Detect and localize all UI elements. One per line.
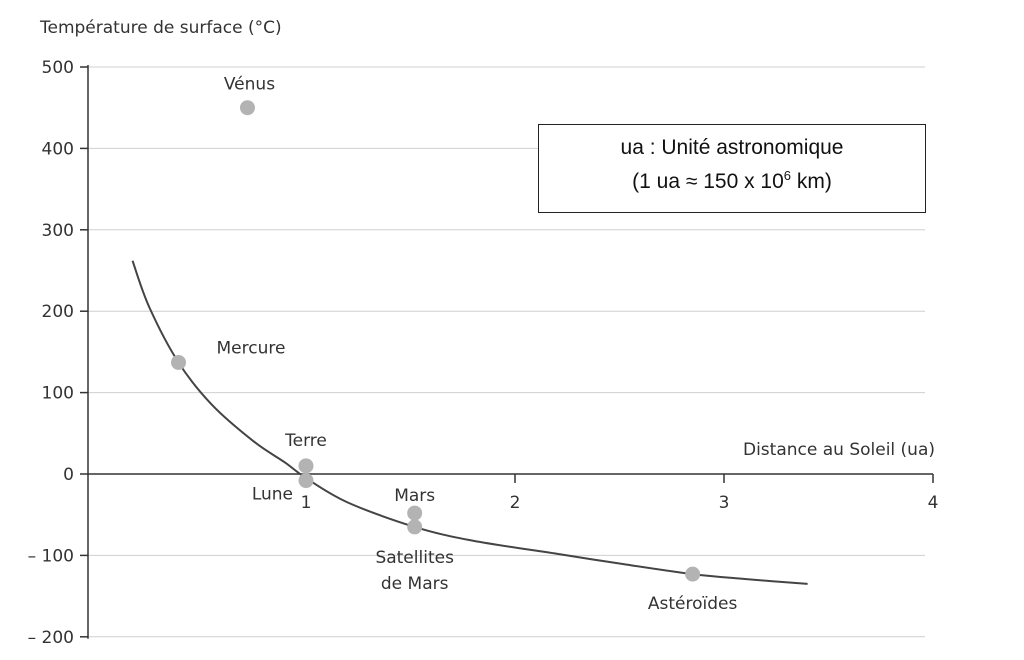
data-point bbox=[298, 458, 314, 474]
y-tick-label: 200 bbox=[42, 302, 74, 322]
y-tick-label: 0 bbox=[63, 465, 74, 485]
gridlines bbox=[88, 66, 925, 638]
point-label: Astéroïdes bbox=[648, 594, 738, 614]
point-label: Terre bbox=[284, 431, 327, 451]
labels-layer: Vénus Mercure Terre Lune Mars Satellites de Ma… bbox=[217, 75, 738, 614]
x-axis-label: Distance au Soleil (ua) bbox=[743, 440, 935, 460]
x-tick-label: 4 bbox=[928, 493, 939, 513]
data-point bbox=[298, 473, 314, 489]
trend-curve bbox=[131, 260, 808, 585]
y-axis-label: Température de surface (°C) bbox=[39, 18, 282, 38]
legend-line-2-prefix: (1 ua ≈ 150 x 10 bbox=[632, 170, 784, 193]
y-tick-label: 400 bbox=[42, 139, 74, 159]
point-label: Satellites bbox=[375, 548, 454, 568]
legend-line-1: ua : Unité astronomique bbox=[620, 136, 844, 159]
legend-box: ua : Unité astronomique (1 ua ≈ 150 x 10… bbox=[538, 124, 926, 213]
point-label: Mars bbox=[394, 486, 435, 506]
axes: 500 400 300 200 100 0 – 100 – 200 1 2 3 4 bbox=[28, 58, 939, 648]
legend-line-2: (1 ua ≈ 150 x 106 km) bbox=[539, 168, 925, 194]
data-point bbox=[239, 100, 255, 116]
y-tick-label: – 100 bbox=[28, 546, 74, 566]
legend-line-2-suffix: km) bbox=[791, 170, 832, 193]
x-tick-label: 2 bbox=[510, 493, 521, 513]
points-layer bbox=[171, 100, 701, 582]
x-tick-label: 3 bbox=[719, 493, 730, 513]
point-label: de Mars bbox=[381, 574, 449, 594]
point-label: Vénus bbox=[224, 75, 275, 95]
data-point bbox=[407, 505, 423, 521]
data-point bbox=[685, 566, 701, 582]
y-tick-label: 300 bbox=[42, 221, 74, 241]
data-point bbox=[171, 354, 187, 370]
x-tick-label: 1 bbox=[301, 493, 312, 513]
y-tick-label: – 200 bbox=[28, 628, 74, 648]
point-label: Lune bbox=[252, 485, 293, 505]
trend-curve-layer bbox=[131, 260, 808, 585]
point-label: Mercure bbox=[217, 338, 286, 358]
legend-exponent: 6 bbox=[783, 168, 792, 183]
y-tick-label: 100 bbox=[42, 384, 74, 404]
data-point bbox=[407, 519, 423, 535]
y-tick-label: 500 bbox=[42, 58, 74, 78]
